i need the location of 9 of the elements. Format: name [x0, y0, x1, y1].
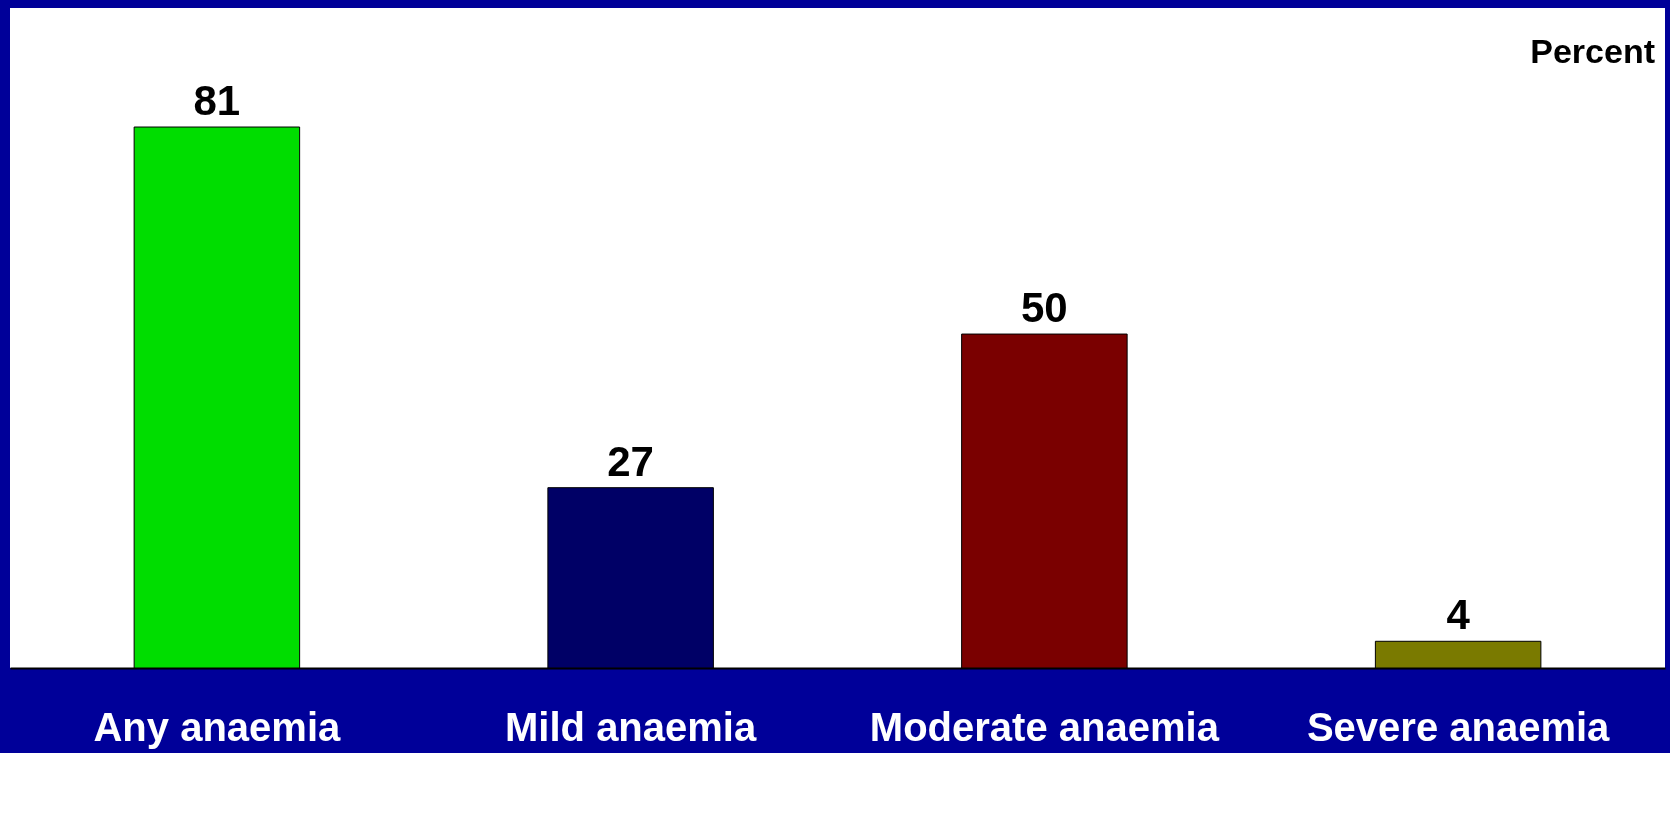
data-label: 27 [607, 437, 654, 485]
data-label: 50 [1021, 284, 1068, 332]
data-label: 4 [1446, 591, 1471, 639]
x-tick-label: Severe anaemia [1306, 704, 1611, 749]
y-axis-title: Percent [1530, 32, 1655, 70]
x-tick-label: Mild anaemia [505, 704, 757, 749]
data-label: 81 [193, 77, 241, 125]
x-tick-label: Moderate anaemia [869, 704, 1220, 749]
x-tick-label: Any anaemia [93, 704, 342, 749]
